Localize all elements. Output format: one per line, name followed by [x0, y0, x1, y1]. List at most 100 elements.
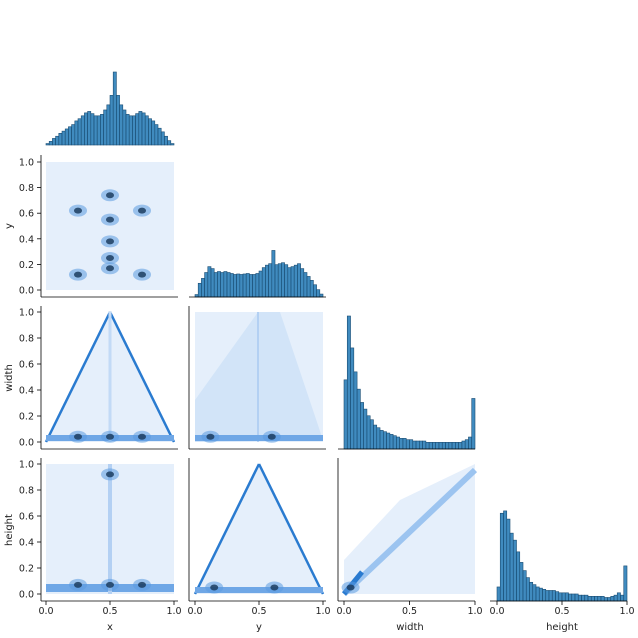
density-hotspot-core — [138, 271, 146, 278]
density-hotspot-core — [210, 584, 219, 591]
histogram-bar — [571, 593, 576, 602]
histogram-bar — [369, 419, 374, 450]
x-ticks: 0.0 0.5 1.0 — [38, 601, 182, 617]
histogram-bar — [435, 442, 440, 450]
y-tick-label: 0.6 — [19, 360, 34, 371]
histogram-bar — [376, 427, 381, 450]
diag-panel-width — [338, 315, 476, 450]
histogram-bar — [551, 590, 556, 602]
histogram-bar — [455, 442, 459, 450]
histogram-bar — [135, 113, 140, 146]
histogram-bar — [607, 597, 612, 602]
histogram-bar — [109, 95, 114, 146]
histogram-bar — [379, 430, 384, 450]
histogram-bar — [343, 379, 348, 450]
histogram-bar — [236, 273, 241, 298]
density-hotspot-core — [270, 584, 279, 591]
density-hotspot-core — [106, 471, 114, 478]
histogram-bar — [399, 438, 404, 450]
histogram-bar — [303, 272, 308, 298]
histogram-bar — [512, 539, 517, 602]
histogram-bar — [590, 596, 595, 602]
histogram-bar — [319, 293, 324, 298]
histogram-bar — [564, 592, 569, 602]
panel-height-vs-width: 0.0 0.5 1.0 width — [336, 458, 483, 633]
diag-panel-y — [189, 250, 326, 298]
panel-height-vs-x: 0.0 0.2 0.4 0.6 0.8 1.0 0.0 0.5 1.0 height x — [4, 458, 182, 633]
histogram-bar — [620, 594, 625, 602]
histogram-bar — [281, 262, 285, 298]
histogram-bar — [103, 109, 108, 146]
density-hotspot-core — [74, 271, 82, 278]
histogram-bar — [461, 440, 466, 450]
histogram-bar — [389, 434, 394, 450]
histogram-bar — [151, 120, 156, 146]
histogram-bar — [346, 315, 351, 450]
y-tick-label: 0.6 — [19, 512, 34, 523]
histogram-bar — [119, 104, 124, 146]
density-hotspot-core — [138, 433, 146, 440]
histogram-bar — [458, 442, 463, 450]
diag-panel-x — [45, 71, 175, 146]
density-hotspot-core — [106, 238, 114, 245]
histogram-bar — [261, 267, 266, 298]
histogram-bar — [277, 263, 282, 298]
histogram-bar — [451, 442, 456, 450]
x-tick-label: 0.5 — [402, 606, 417, 617]
histogram-bar — [558, 592, 563, 602]
x-tick-label: 0.0 — [489, 606, 504, 617]
histogram-bar — [610, 596, 615, 602]
histogram-bar — [441, 442, 446, 450]
histogram-bar — [71, 124, 76, 146]
y-ticks: 0.0 0.2 0.4 0.6 0.8 1.0 — [19, 308, 41, 449]
histogram-bar — [525, 577, 530, 602]
x-tick-label: 1.0 — [467, 606, 482, 617]
histogram-bar — [132, 115, 136, 146]
y-tick-label: 0.0 — [19, 590, 34, 601]
histogram-bar — [217, 271, 221, 298]
histogram-bar — [154, 124, 159, 146]
histogram-bar — [542, 588, 547, 602]
histogram-bar — [210, 268, 215, 298]
histogram-bar — [425, 442, 430, 450]
histogram-bar — [432, 442, 436, 450]
histogram-bar — [245, 273, 250, 298]
histogram-bar — [561, 592, 566, 602]
histogram-bar — [363, 408, 368, 450]
histogram-bar — [438, 442, 443, 450]
histogram-bar — [386, 432, 391, 450]
y-tick-label: 0.6 — [19, 209, 34, 220]
histogram-bar — [445, 442, 450, 450]
histogram-bar — [309, 280, 314, 298]
histogram-bar — [396, 436, 400, 450]
histogram-bar — [499, 512, 504, 602]
x-ticks: 0.0 0.5 1.0 — [336, 601, 483, 617]
histogram-y — [194, 250, 324, 298]
histogram-bar — [568, 593, 573, 602]
density-hotspot-core — [106, 265, 114, 272]
y-tick-label: 0.0 — [19, 438, 34, 449]
histogram-bar — [350, 347, 355, 450]
density-hotspot-core — [106, 216, 114, 223]
histogram-bar — [106, 104, 111, 146]
density-hotspot-core — [106, 192, 114, 199]
histogram-bar — [258, 270, 263, 298]
histogram-bar — [574, 593, 579, 602]
histogram-bar — [597, 596, 602, 602]
histogram-bar — [207, 266, 212, 298]
histogram-bar — [84, 112, 88, 146]
panel-width-vs-x: 0.0 0.2 0.4 0.6 0.8 1.0 width — [4, 306, 178, 450]
density-triangle — [195, 464, 323, 594]
y-tick-label: 0.4 — [19, 538, 34, 549]
histogram-bar — [68, 126, 72, 146]
density-diagonal — [341, 467, 478, 597]
histogram-bar — [268, 263, 273, 298]
histogram-bar — [297, 263, 301, 298]
y-tick-label: 0.8 — [19, 486, 34, 497]
panel-width-vs-y — [188, 306, 326, 450]
y-tick-label: 1.0 — [19, 158, 34, 169]
histogram-bar — [623, 565, 628, 602]
histogram-bar — [519, 562, 524, 602]
x-tick-label: 1.0 — [315, 606, 330, 617]
